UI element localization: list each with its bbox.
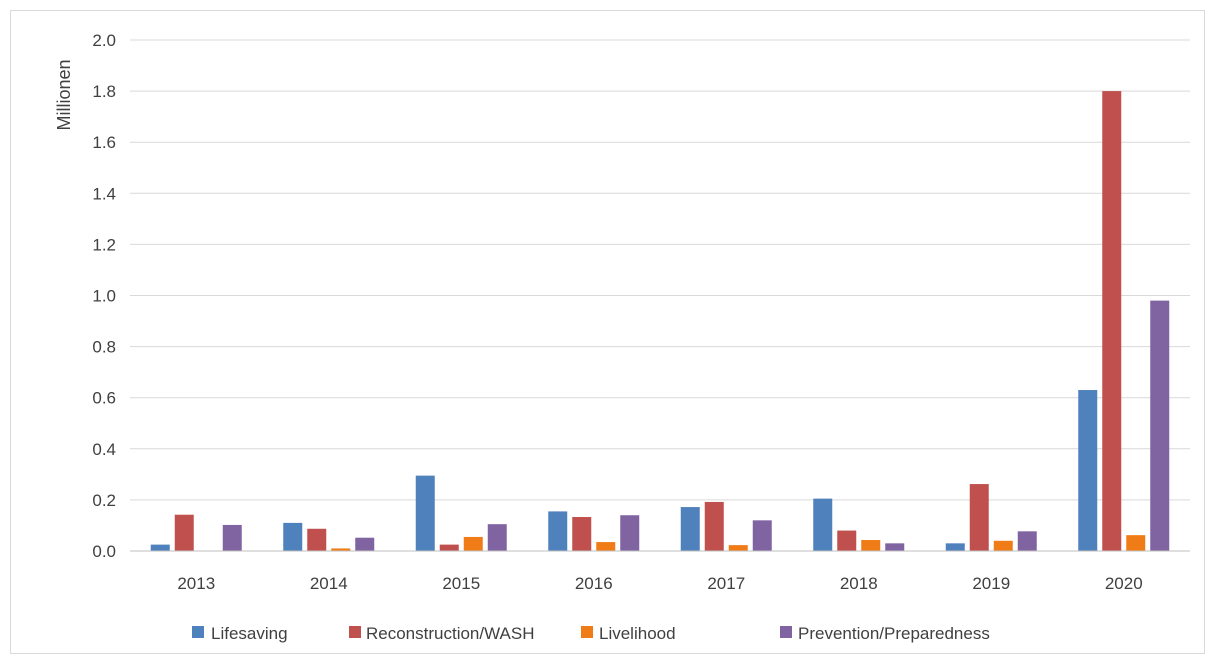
bar [620, 515, 640, 551]
y-tick-label: 2.0 [92, 31, 116, 50]
y-tick-label: 0.0 [92, 542, 116, 561]
y-tick-label: 0.2 [92, 491, 116, 510]
bar [945, 543, 965, 551]
bar [704, 501, 724, 551]
y-axis-ticks: 0.0 0.2 0.4 0.6 0.8 1.0 1.2 1.4 1.6 1.8 2.0 [92, 31, 116, 561]
bars [150, 91, 1170, 551]
bar [355, 537, 375, 551]
legend-swatch [349, 626, 361, 638]
bar [572, 517, 592, 551]
bar [728, 545, 748, 551]
bar [596, 542, 616, 551]
x-axis-ticks: 2013 2014 2015 2016 2017 2018 2019 2020 [177, 574, 1142, 593]
bar [885, 543, 905, 551]
x-tick-label: 2013 [177, 574, 215, 593]
x-tick-label: 2020 [1105, 574, 1143, 593]
y-tick-label: 1.8 [92, 82, 116, 101]
bar [813, 498, 833, 551]
legend-swatch [581, 626, 593, 638]
y-tick-label: 1.4 [92, 184, 116, 203]
y-tick-label: 1.0 [92, 287, 116, 306]
bar [680, 507, 700, 551]
bar [1102, 91, 1122, 551]
bar [174, 514, 194, 551]
legend-label: Livelihood [599, 624, 676, 643]
bar [1078, 390, 1098, 551]
bar [969, 484, 989, 551]
y-tick-label: 1.2 [92, 235, 116, 254]
bar [861, 540, 881, 551]
bar [752, 520, 772, 551]
y-axis-title: Millionen [54, 59, 74, 130]
bar [283, 522, 303, 551]
bar [487, 524, 507, 551]
x-tick-label: 2014 [310, 574, 348, 593]
gridlines [130, 39, 1190, 501]
bar [548, 511, 568, 551]
bar [837, 530, 857, 551]
bar [307, 528, 327, 551]
bar [150, 544, 170, 551]
x-tick-label: 2015 [442, 574, 480, 593]
legend-swatch [780, 626, 792, 638]
bar [1017, 531, 1037, 551]
bar [439, 544, 459, 551]
bar [463, 536, 483, 551]
y-tick-label: 0.6 [92, 389, 116, 408]
bar [415, 475, 435, 551]
legend-label: Lifesaving [211, 624, 288, 643]
bar [1150, 300, 1170, 551]
y-tick-label: 1.6 [92, 133, 116, 152]
legend-label: Reconstruction/WASH [366, 624, 534, 643]
legend: Lifesaving Reconstruction/WASH Livelihood P… [192, 624, 990, 643]
bar [331, 548, 351, 551]
x-tick-label: 2019 [972, 574, 1010, 593]
legend-swatch [192, 626, 204, 638]
bar [1126, 535, 1146, 551]
bar [993, 540, 1013, 551]
bar [222, 524, 242, 551]
x-tick-label: 2016 [575, 574, 613, 593]
y-tick-label: 0.8 [92, 338, 116, 357]
legend-label: Prevention/Preparedness [798, 624, 990, 643]
x-tick-label: 2017 [707, 574, 745, 593]
y-tick-label: 0.4 [92, 440, 116, 459]
x-tick-label: 2018 [840, 574, 878, 593]
